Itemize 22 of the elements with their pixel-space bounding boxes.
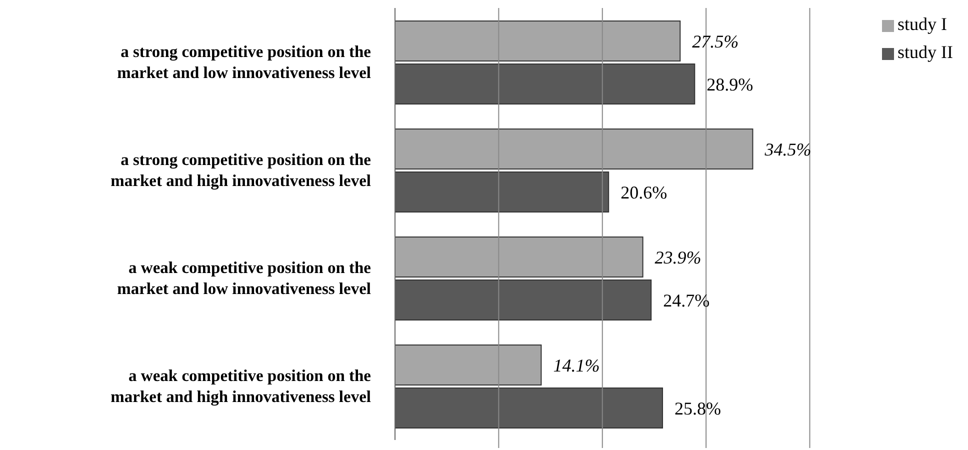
bar bbox=[395, 279, 652, 320]
bar bbox=[395, 236, 644, 278]
legend-label: study II bbox=[898, 42, 953, 62]
y-tick-label: a strong competitive position on the market and high innovativeness level bbox=[110, 150, 372, 190]
data-label: 34.5% bbox=[764, 139, 812, 160]
y-tick-label: a weak competitive position on the market and high innovativeness level bbox=[110, 366, 372, 406]
data-label: 14.1% bbox=[553, 355, 600, 376]
bar bbox=[395, 171, 610, 212]
data-label: 28.9% bbox=[706, 74, 754, 94]
y-tick-label: a strong competitive position on the market and low innovativeness level bbox=[117, 42, 372, 82]
data-label: 27.5% bbox=[692, 31, 739, 52]
legend-label: study I bbox=[898, 14, 947, 34]
bar bbox=[395, 128, 754, 170]
data-label: 20.6% bbox=[620, 182, 668, 202]
bar bbox=[395, 344, 542, 386]
y-tick-label: a weak competitive position on the market and low innovativeness level bbox=[117, 258, 372, 298]
data-label: 25.8% bbox=[674, 398, 722, 418]
bar bbox=[395, 387, 664, 428]
data-label: 23.9% bbox=[654, 247, 702, 268]
bar bbox=[395, 63, 696, 104]
data-label: 24.7% bbox=[663, 290, 710, 310]
bar bbox=[395, 20, 681, 62]
